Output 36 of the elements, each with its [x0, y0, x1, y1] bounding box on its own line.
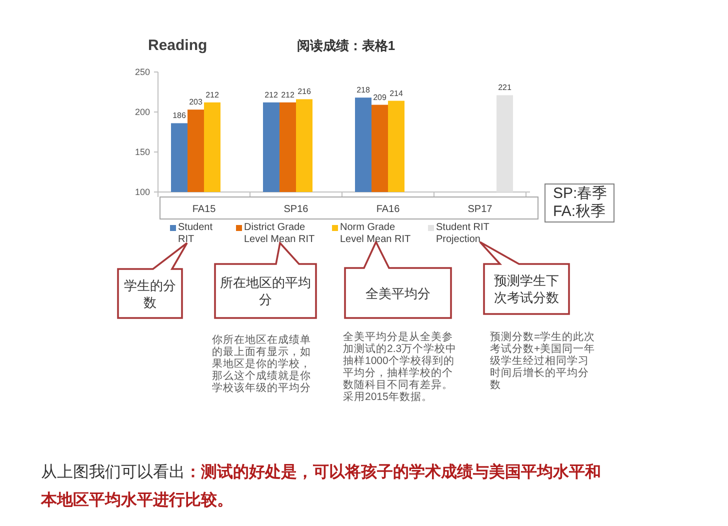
data-label: 212 — [281, 90, 294, 100]
annotation: FA:秋季 — [553, 203, 607, 221]
legend-label: Student RIT — [178, 222, 214, 246]
annotation: ：测试的好处是，可以将孩子的学术成绩与美国平均水平和 — [185, 464, 601, 481]
annotation: 全美平均分是从全美参加测试的2.3万个学校中抽样1000个学校得到的平均分，抽样学校的个数随科目不同有差异。采用2015年数据。 — [343, 331, 457, 403]
annotation: 全美平均分 — [366, 286, 430, 300]
data-label: 209 — [373, 92, 386, 102]
data-label: 186 — [172, 111, 186, 120]
data-label: 218 — [356, 86, 370, 95]
x-tick-label: SP17 — [468, 204, 492, 215]
data-label: 203 — [189, 98, 202, 107]
annotation: 预测学生下次考试分数 — [494, 273, 559, 305]
annotation: 学生的分数 — [124, 278, 176, 310]
data-label: 221 — [498, 83, 512, 92]
data-label: 212 — [264, 90, 278, 100]
x-tick-label: FA16 — [376, 204, 400, 215]
y-tick-label: 250 — [134, 67, 150, 77]
annotation: 你所在地区在成绩单的最上面有显示，如果地区是你的学校，那么这个成绩就是你学校该年级的平均分 — [212, 334, 311, 394]
annotation: 本地区平均水平进行比较。 — [41, 490, 233, 511]
legend-label: Student RIT Projection — [436, 222, 490, 246]
data-label: 216 — [298, 87, 311, 96]
title: Reading — [148, 37, 208, 54]
annotation: SP:春季 — [553, 185, 608, 203]
annotation: 预测分数=学生的此次考试分数+美国同一年级学生经过相同学习时间后增长的平均分数 — [490, 331, 596, 391]
subtitle: 阅读成绩：表格1 — [296, 38, 396, 53]
x-tick-label: FA15 — [192, 204, 216, 215]
data-label: 212 — [206, 90, 219, 100]
legend-label: Norm Grade Level Mean RIT — [340, 222, 412, 246]
legend-label: District Grade Level Mean RIT — [244, 222, 316, 246]
y-tick-label: 200 — [134, 107, 150, 117]
annotation: 从上图我们可以看出 — [41, 464, 185, 481]
x-tick-label: SP16 — [284, 204, 308, 215]
y-tick-label: 100 — [134, 187, 150, 197]
y-tick-label: 150 — [134, 147, 150, 157]
data-label: 214 — [390, 88, 403, 98]
annotation: 所在地区的平均分 — [220, 275, 311, 307]
